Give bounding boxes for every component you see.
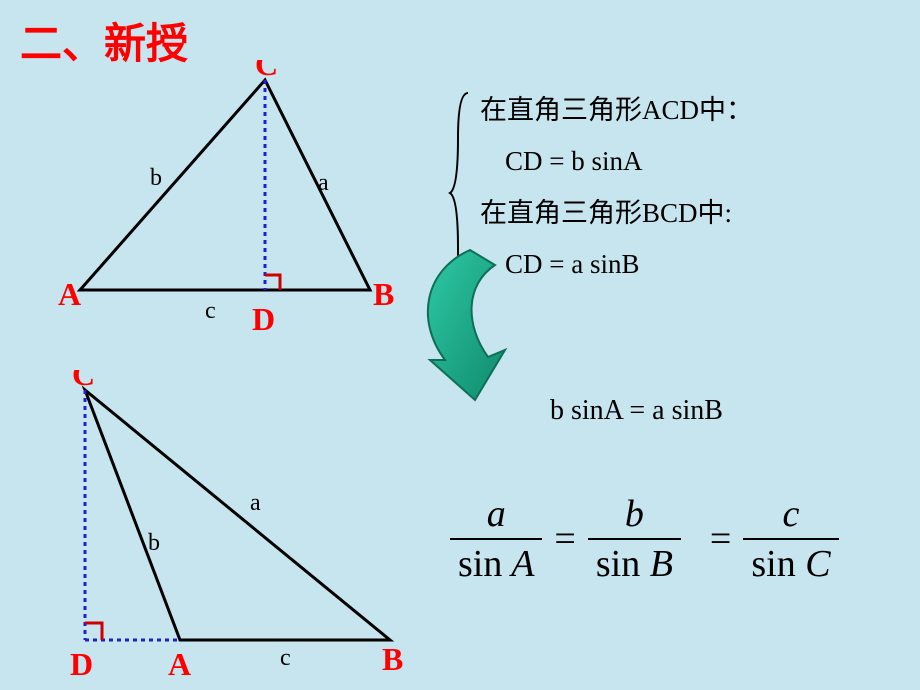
side-b-2: b [148, 530, 160, 556]
vertex-b-1: B [373, 276, 394, 312]
derivation-line-2: CD = b sinA [480, 136, 753, 187]
side-b-1: b [150, 165, 162, 191]
vertex-a-1: A [58, 276, 81, 312]
fraction-c-sinc: c sin C [743, 490, 838, 588]
triangle-diagram-1: A B C D b a c [30, 60, 430, 350]
vertex-d-2: D [70, 646, 93, 680]
fraction-b-sinb: b sin B [588, 490, 681, 588]
vertex-b-2: B [382, 641, 403, 677]
side-a-2: a [250, 490, 261, 516]
side-a-1: a [318, 170, 329, 196]
right-angle-marker-2 [85, 623, 102, 640]
fraction-a-sina: a sin A [450, 490, 542, 588]
side-c-2: c [280, 645, 291, 671]
intermediate-result: b sinA = a sinB [550, 395, 723, 427]
triangle-diagram-2: C D A B b a c [30, 370, 430, 680]
curved-arrow-icon [410, 240, 530, 410]
equals-2: = [710, 518, 731, 560]
equals-1: = [554, 518, 575, 560]
right-angle-marker-1 [265, 275, 280, 290]
derivation-line-1: 在直角三角形ACD中： [480, 85, 753, 136]
vertex-d-1: D [252, 301, 275, 337]
vertex-a-2: A [168, 646, 191, 680]
derivation-line-3: 在直角三角形BCD中: [480, 188, 753, 239]
law-of-sines-formula: a sin A = b sin B = c sin C [450, 490, 839, 588]
vertex-c-2: C [72, 370, 95, 392]
side-c-1: c [205, 298, 216, 324]
vertex-c-1: C [255, 60, 278, 82]
triangle-2 [85, 390, 390, 640]
